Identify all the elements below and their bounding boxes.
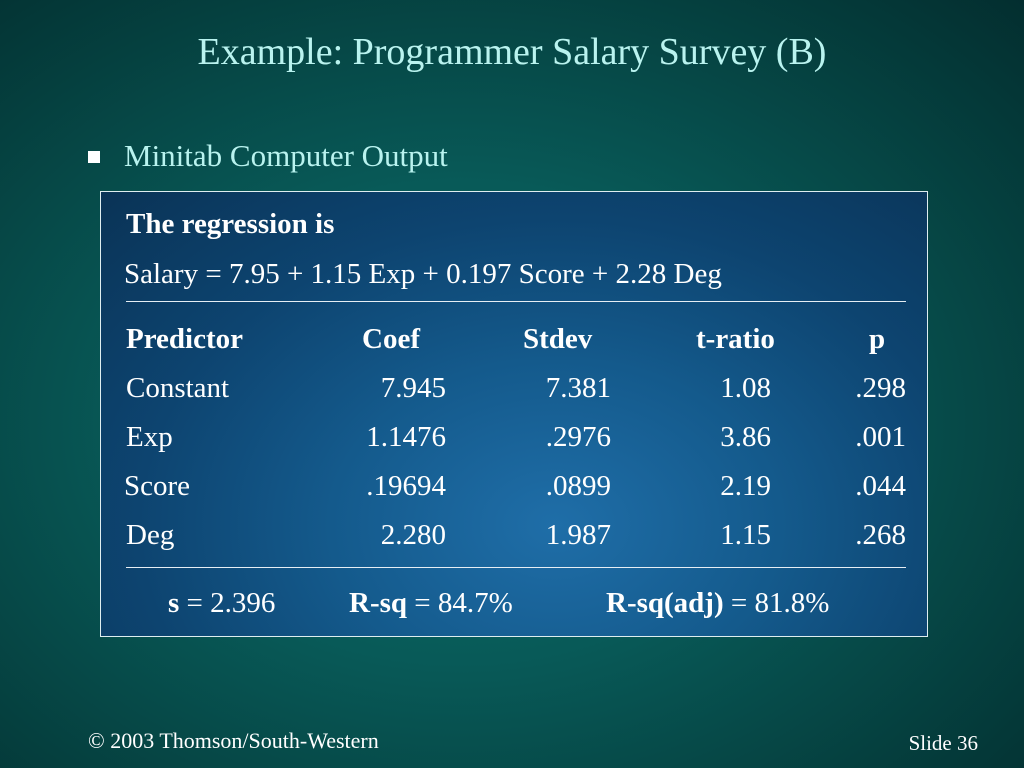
stat-rsq-adj-label: R-sq(adj) — [606, 587, 724, 619]
table-cell-stdev: .2976 — [545, 421, 611, 453]
stat-s-value: = 2.396 — [186, 587, 276, 619]
header-stdev: Stdev — [523, 323, 593, 355]
stat-rsq: R-sq = 84.7% — [349, 587, 513, 619]
stat-rsq-adj-value: = 81.8% — [730, 587, 830, 619]
slide-title: Example: Programmer Salary Survey (B) — [197, 31, 827, 73]
slide-number: Slide 36 — [908, 731, 978, 755]
copyright-footer: © 2003 Thomson/South-Western — [88, 728, 379, 753]
top-divider — [126, 301, 906, 302]
bullet-item: Minitab Computer Output — [88, 138, 448, 174]
table-cell-stdev: 7.381 — [545, 372, 611, 404]
stat-rsq-label: R-sq — [349, 587, 408, 619]
table-cell-coef: .19694 — [366, 470, 446, 502]
table-cell-coef: 2.280 — [380, 519, 446, 551]
square-bullet-icon — [88, 151, 100, 163]
header-t-ratio: t-ratio — [696, 323, 775, 355]
table-cell-coef: 1.1476 — [366, 421, 446, 453]
header-predictor: Predictor — [126, 323, 244, 355]
stat-s: s = 2.396 — [168, 587, 275, 619]
table-cell-predictor: Exp — [126, 421, 173, 453]
table-cell-p: .044 — [855, 470, 906, 502]
table-cell-t-ratio: 1.08 — [720, 372, 771, 404]
stat-rsq-adj: R-sq(adj) = 81.8% — [606, 587, 829, 619]
header-coef: Coef — [362, 323, 420, 355]
table-cell-predictor: Deg — [126, 519, 175, 551]
table-cell-predictor: Constant — [126, 372, 230, 404]
table-cell-p: .268 — [855, 519, 906, 551]
minitab-output-panel: The regression is Salary = 7.95 + 1.15 E… — [100, 191, 928, 637]
stat-s-label: s — [168, 587, 180, 619]
table-cell-t-ratio: 1.15 — [720, 519, 771, 551]
regression-heading: The regression is — [126, 208, 335, 240]
table-cell-stdev: 1.987 — [545, 519, 611, 551]
table-cell-t-ratio: 2.19 — [720, 470, 771, 502]
table-cell-p: .001 — [855, 421, 906, 453]
table-cell-predictor: Score — [124, 470, 191, 502]
regression-equation: Salary = 7.95 + 1.15 Exp + 0.197 Score +… — [124, 258, 722, 290]
table-cell-t-ratio: 3.86 — [720, 421, 771, 453]
bullet-text: Minitab Computer Output — [124, 138, 448, 173]
table-cell-p: .298 — [855, 372, 906, 404]
table-cell-stdev: .0899 — [545, 470, 611, 502]
bottom-divider — [126, 567, 906, 568]
header-p: p — [869, 323, 886, 355]
table-cell-coef: 7.945 — [380, 372, 446, 404]
stat-rsq-value: = 84.7% — [414, 587, 513, 619]
